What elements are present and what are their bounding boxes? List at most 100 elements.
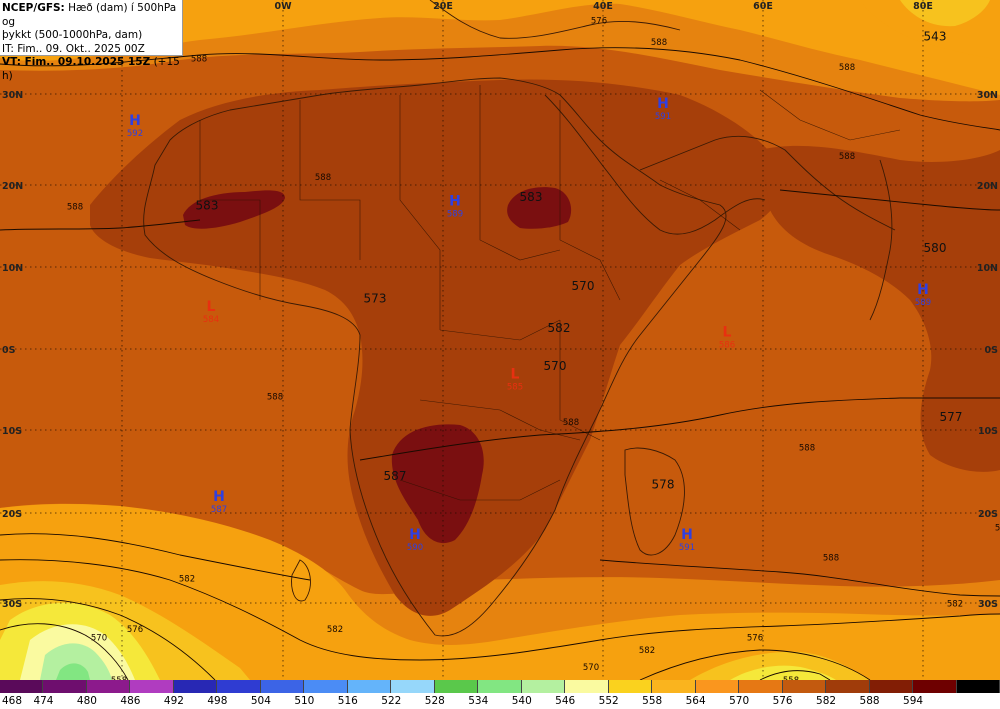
contour-label: 576 — [847, 0, 863, 1]
header-line-1: NCEP/GFS: Hæð (dam) í 500hPa og — [2, 2, 182, 29]
contour-label: 588 — [67, 203, 83, 213]
legend-label: 522 — [381, 695, 402, 707]
legend-swatch — [782, 680, 827, 693]
legend-label: 594 — [903, 695, 924, 707]
lon-label: 20E — [433, 1, 453, 12]
thickness-label: 583 — [520, 190, 543, 204]
thickness-label: 578 — [652, 477, 675, 491]
south-cool-band — [0, 503, 1000, 680]
center-value: 591 — [655, 112, 671, 122]
legend-label: 516 — [337, 695, 358, 707]
header-forecast-hour: (+15 h) — [2, 56, 180, 82]
header-valid-time: VT: Fim.. 09.10.2025 15Z — [2, 56, 151, 68]
legend-label: 498 — [207, 695, 228, 707]
thickness-label: 570 — [572, 279, 595, 293]
cold-yellow-patch-east — [730, 665, 836, 680]
legend-label: 480 — [76, 695, 97, 707]
high-center-marker: H — [917, 282, 929, 298]
high-center-marker: H — [409, 527, 421, 543]
legend-label: 468 — [2, 695, 23, 707]
legend-swatch — [347, 680, 392, 693]
center-value: 591 — [679, 543, 695, 553]
legend-swatch — [913, 680, 957, 693]
legend-swatch — [695, 680, 740, 693]
legend-label: 552 — [598, 695, 619, 707]
legend-swatch — [434, 680, 479, 693]
header-line-4: VT: Fim.. 09.10.2025 15Z (+15 h) — [2, 56, 182, 83]
center-value: 589 — [915, 298, 931, 308]
contour-label: 576 — [747, 634, 763, 644]
thickness-label: 543 — [924, 30, 947, 44]
contour-label: 588 — [839, 63, 855, 73]
coastlines — [143, 0, 896, 637]
contour-label: 588 — [839, 152, 855, 162]
legend-swatch — [304, 680, 348, 693]
contour-label: 558 — [783, 676, 799, 680]
legend-label: 564 — [685, 695, 706, 707]
lat-label-right: 10S — [978, 426, 998, 437]
legend-swatch — [217, 680, 261, 693]
contour-label: 582 — [327, 625, 343, 635]
legend-label: 558 — [642, 695, 663, 707]
center-value: 584 — [203, 315, 219, 325]
contour-label: 588 — [563, 418, 579, 428]
high-center-marker: H — [681, 527, 693, 543]
lat-label-right: 20S — [978, 509, 998, 520]
center-value: 592 — [127, 129, 143, 139]
high-center-marker: H — [657, 96, 669, 112]
legend-label: 540 — [511, 695, 532, 707]
lat-label-right: 10N — [977, 263, 998, 274]
legend-label: 492 — [163, 695, 184, 707]
thickness-label: 583 — [196, 199, 219, 213]
legend-label: 534 — [468, 695, 489, 707]
high-center-marker: H — [449, 193, 461, 209]
thickness-label: 582 — [548, 321, 571, 335]
lat-label-left: 10N — [2, 263, 23, 274]
contour-label: 576 — [591, 17, 607, 27]
legend-swatch — [0, 680, 44, 693]
legend-label: 510 — [294, 695, 315, 707]
thickness-label: 587 — [384, 469, 407, 483]
contour-label: 588 — [823, 553, 839, 563]
center-value: 586 — [719, 340, 735, 350]
weather-map: 0W 20E 40E 60E 80E 30N 30N 20N 20N 10N 10N 0S 0S 10S 1… — [0, 0, 1000, 680]
legend-label: 582 — [816, 695, 837, 707]
thickness-label: 577 — [940, 410, 963, 424]
header-model-label: NCEP/GFS: — [2, 2, 65, 14]
color-legend: 468 474 480 486 492 498 504 510 516 522 528 534 540 5… — [0, 680, 1000, 709]
lat-label-right: 30N — [977, 90, 998, 101]
center-value: 587 — [211, 505, 227, 515]
legend-swatch — [652, 680, 696, 693]
legend-swatch — [260, 680, 305, 693]
lat-label-left: 0S — [2, 345, 16, 356]
legend-swatches — [0, 680, 1000, 693]
lon-label: 80E — [913, 1, 933, 12]
indian-ocean-warm — [760, 145, 1000, 472]
contour-label: 570 — [583, 663, 599, 673]
legend-label: 576 — [772, 695, 793, 707]
country-borders — [199, 85, 901, 501]
graticule — [0, 0, 1000, 680]
legend-label: 546 — [555, 695, 576, 707]
contour-label: 588 — [315, 173, 331, 183]
legend-swatch — [739, 680, 783, 693]
lat-label-right: 30S — [978, 599, 998, 610]
legend-swatch — [173, 680, 218, 693]
lat-label-left: 20S — [2, 509, 22, 520]
high-center-marker: H — [213, 489, 225, 505]
low-center-marker: L — [511, 367, 520, 383]
contour-label: 588 — [651, 38, 667, 48]
map-labels: 0W 20E 40E 60E 80E 30N 30N 20N 20N 10N 10N 0S 0S 10S 1… — [2, 0, 1000, 680]
lat-label-left: 30S — [2, 599, 22, 610]
header-line-3: IT: Fim.. 09. Okt.. 2025 00Z — [2, 42, 145, 55]
contour-label: 588 — [191, 55, 207, 65]
legend-label: 474 — [33, 695, 54, 707]
center-value: 590 — [407, 543, 423, 553]
cold-green-patch — [56, 663, 90, 680]
contour-label: 582 — [179, 574, 195, 584]
legend-swatch — [43, 680, 87, 693]
thickness-label: 580 — [924, 241, 947, 255]
thickness-label: 573 — [364, 292, 387, 306]
contour-label: 582 — [639, 646, 655, 656]
